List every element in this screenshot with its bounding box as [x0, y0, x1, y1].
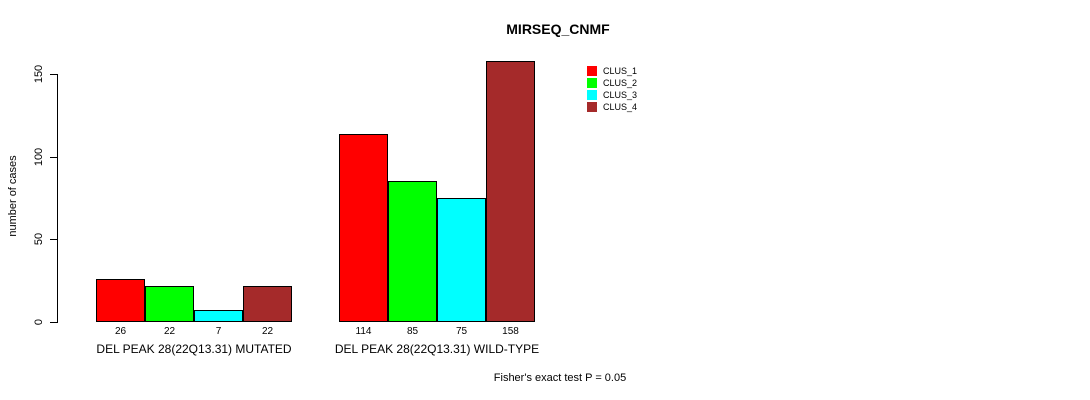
legend-label: CLUS_4: [603, 102, 638, 112]
bar-clus_2: [388, 181, 437, 322]
bar-value-label: 26: [114, 326, 127, 337]
bar-clus_4: [243, 286, 292, 322]
x-group-label: DEL PEAK 28(22Q13.31) MUTATED: [96, 342, 292, 356]
bar-value-label: 7: [215, 326, 222, 337]
x-group-label: DEL PEAK 28(22Q13.31) WILD-TYPE: [334, 342, 540, 356]
legend-swatch-clus_4: [587, 102, 597, 112]
legend-label: CLUS_2: [603, 78, 638, 88]
legend-swatch-clus_3: [587, 90, 597, 100]
stat-annotation: Fisher's exact test P = 0.05: [493, 372, 627, 384]
bar-value-label: 114: [355, 326, 372, 337]
bar-value-label: 85: [406, 326, 419, 337]
bar-clus_3: [194, 310, 243, 322]
legend-label: CLUS_3: [603, 90, 638, 100]
bar-value-label: 158: [502, 326, 519, 337]
bar-clus_1: [96, 279, 145, 322]
y-tick-label: 100: [33, 147, 45, 167]
legend-swatch-clus_1: [587, 66, 597, 76]
y-tick-label: 50: [33, 232, 45, 246]
bar-value-label: 22: [163, 326, 176, 337]
bar-clus_3: [437, 198, 486, 322]
bar-clus_1: [339, 134, 388, 322]
y-axis-label: number of cases: [7, 155, 19, 237]
bar-clus_4: [486, 61, 535, 322]
bar-value-label: 75: [455, 326, 468, 337]
bar-clus_2: [145, 286, 194, 322]
y-tick-mark: [50, 322, 57, 323]
y-tick-mark: [50, 74, 57, 75]
bar-value-label: 22: [261, 326, 274, 337]
legend-label: CLUS_1: [603, 66, 638, 76]
legend-swatch-clus_2: [587, 78, 597, 88]
y-tick-label: 150: [33, 64, 45, 84]
y-axis-line: [57, 74, 58, 323]
y-tick-label: 0: [33, 318, 45, 326]
y-tick-mark: [50, 239, 57, 240]
chart-title: MIRSEQ_CNMF: [506, 21, 610, 37]
y-tick-mark: [50, 157, 57, 158]
